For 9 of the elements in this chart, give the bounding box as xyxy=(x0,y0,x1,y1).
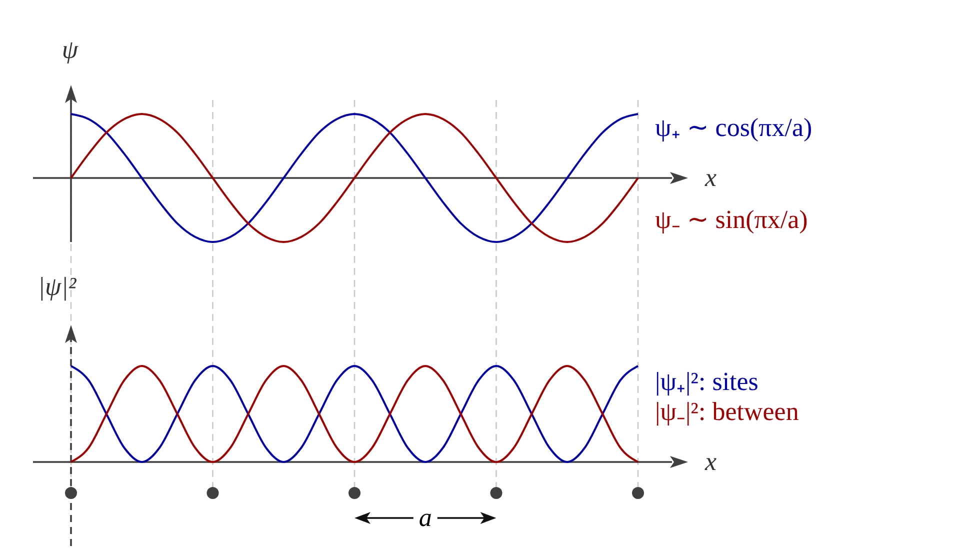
x-axis-title: x xyxy=(704,447,717,476)
series-label: |ψ₋|²: between xyxy=(655,396,799,426)
text: a xyxy=(418,503,432,532)
y-axis-title: |ψ|² xyxy=(38,272,78,301)
x-axis-title: x xyxy=(704,163,717,192)
series-label: ψ₋ ∼ sin(πx/a) xyxy=(655,204,808,234)
y-axis-title: ψ xyxy=(62,35,79,64)
series-label: |ψ₊|²: sites xyxy=(655,366,758,396)
series-label: ψ₊ ∼ cos(πx/a) xyxy=(655,112,812,142)
